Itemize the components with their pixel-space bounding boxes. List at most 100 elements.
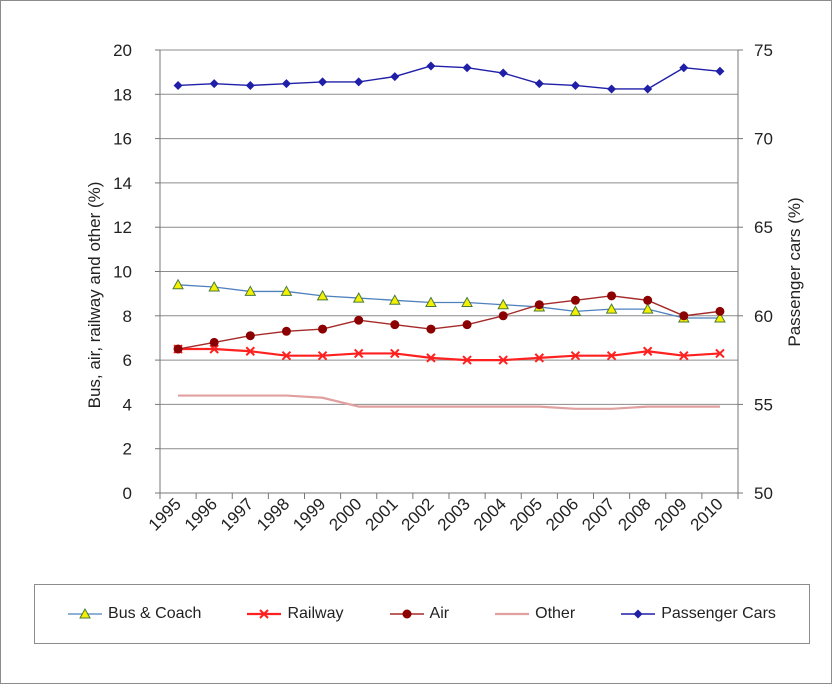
data-point-stroke: [534, 353, 545, 363]
data-point: [570, 80, 580, 90]
legend-swatch: [68, 607, 103, 619]
data-point-stroke: [259, 609, 270, 619]
x-tick-label: 1996: [181, 494, 221, 534]
x-tick-label: 2005: [506, 494, 546, 534]
data-point: [462, 355, 472, 365]
data-point: [245, 80, 255, 90]
legend-item: Air: [389, 605, 449, 623]
data-point: [317, 350, 328, 361]
data-point: [79, 607, 91, 619]
legend-swatch: [621, 609, 656, 619]
legend-label: Passenger Cars: [661, 605, 776, 622]
y-tick-label: 8: [123, 307, 132, 326]
x-tick-label: 2000: [325, 494, 365, 534]
data-point: [353, 348, 364, 359]
data-point: [569, 305, 582, 316]
legend-swatch: [495, 612, 530, 616]
data-point: [714, 311, 726, 323]
y-tick-label: 18: [113, 85, 132, 104]
x-tick-label: 2004: [470, 494, 510, 534]
data-point: [607, 84, 617, 94]
legend-item: Other: [495, 605, 575, 623]
data-point: [606, 350, 617, 361]
data-point: [390, 320, 400, 330]
data-point: [715, 66, 725, 76]
data-point: [497, 298, 510, 310]
y-tick-label: 0: [123, 484, 132, 503]
series-line: [178, 347, 721, 362]
data-point: [462, 63, 472, 73]
legend-item: Bus & Coach: [68, 605, 201, 623]
data-point-stroke: [715, 348, 725, 359]
data-point: [388, 294, 401, 305]
data-point-stroke: [426, 353, 436, 363]
data-point-stroke: [317, 350, 328, 361]
y-tick-label: 6: [123, 351, 132, 370]
legend-label: Bus & Coach: [108, 605, 202, 622]
data-point-stroke: [209, 344, 219, 354]
legend-label: Railway: [287, 605, 344, 622]
data-point: [390, 72, 400, 82]
data-point: [354, 315, 364, 325]
data-point: [390, 348, 400, 359]
axes: [155, 49, 743, 499]
data-point: [534, 300, 544, 310]
data-point-stroke: [353, 348, 364, 359]
x-tick-label: 2007: [578, 494, 618, 534]
legend-label: Other: [535, 605, 576, 622]
data-point: [679, 311, 689, 321]
data-point-stroke: [390, 348, 400, 359]
data-point: [643, 84, 653, 94]
data-point: [605, 303, 618, 314]
legend-item: Passenger Cars: [621, 605, 776, 623]
data-point: [281, 326, 291, 336]
series-line: [178, 65, 721, 90]
y2-tick-label: 65: [754, 218, 773, 237]
data-point: [426, 324, 436, 334]
data-point: [281, 79, 291, 89]
data-point-stroke: [462, 355, 472, 365]
y2-tick-label: 50: [754, 484, 773, 503]
series-line: [177, 295, 721, 350]
data-point: [607, 291, 617, 301]
series-line: [178, 394, 720, 410]
data-point: [715, 306, 725, 316]
data-point: [642, 346, 653, 356]
data-point: [245, 346, 256, 356]
y2-tick-label: 60: [754, 307, 773, 326]
data-point: [462, 320, 472, 330]
series-passenger-cars: [173, 61, 725, 94]
data-point: [633, 609, 643, 619]
data-point: [498, 311, 508, 321]
data-point: [354, 77, 364, 87]
data-point: [209, 79, 219, 89]
data-point-stroke: [642, 346, 653, 356]
data-point: [402, 609, 412, 619]
data-point-stroke: [606, 350, 617, 361]
x-tick-label: 1997: [217, 494, 257, 534]
gridlines: [160, 49, 738, 450]
data-point: [426, 353, 436, 363]
data-point: [679, 63, 689, 73]
data-point: [316, 289, 329, 301]
y2-tick-label: 70: [754, 130, 773, 149]
y-tick-label: 14: [113, 174, 132, 193]
y-tick-label: 16: [113, 130, 132, 149]
x-tick-label: 2010: [687, 494, 727, 534]
data-point: [280, 285, 293, 296]
legend-swatch: [389, 609, 424, 619]
data-point: [208, 280, 221, 292]
data-point-stroke: [245, 346, 256, 356]
y2-tick-label: 75: [754, 41, 773, 60]
x-tick-label: 2003: [434, 494, 474, 534]
data-point: [498, 355, 508, 365]
data-point: [641, 303, 654, 314]
data-point: [209, 337, 219, 347]
series-railway: [173, 344, 725, 365]
y2-axis-label: Passenger cars (%): [785, 197, 804, 346]
data-point-stroke: [498, 355, 508, 365]
data-point-stroke: [281, 350, 292, 361]
data-point: [318, 77, 328, 87]
data-point: [425, 296, 437, 308]
data-point: [281, 350, 292, 361]
